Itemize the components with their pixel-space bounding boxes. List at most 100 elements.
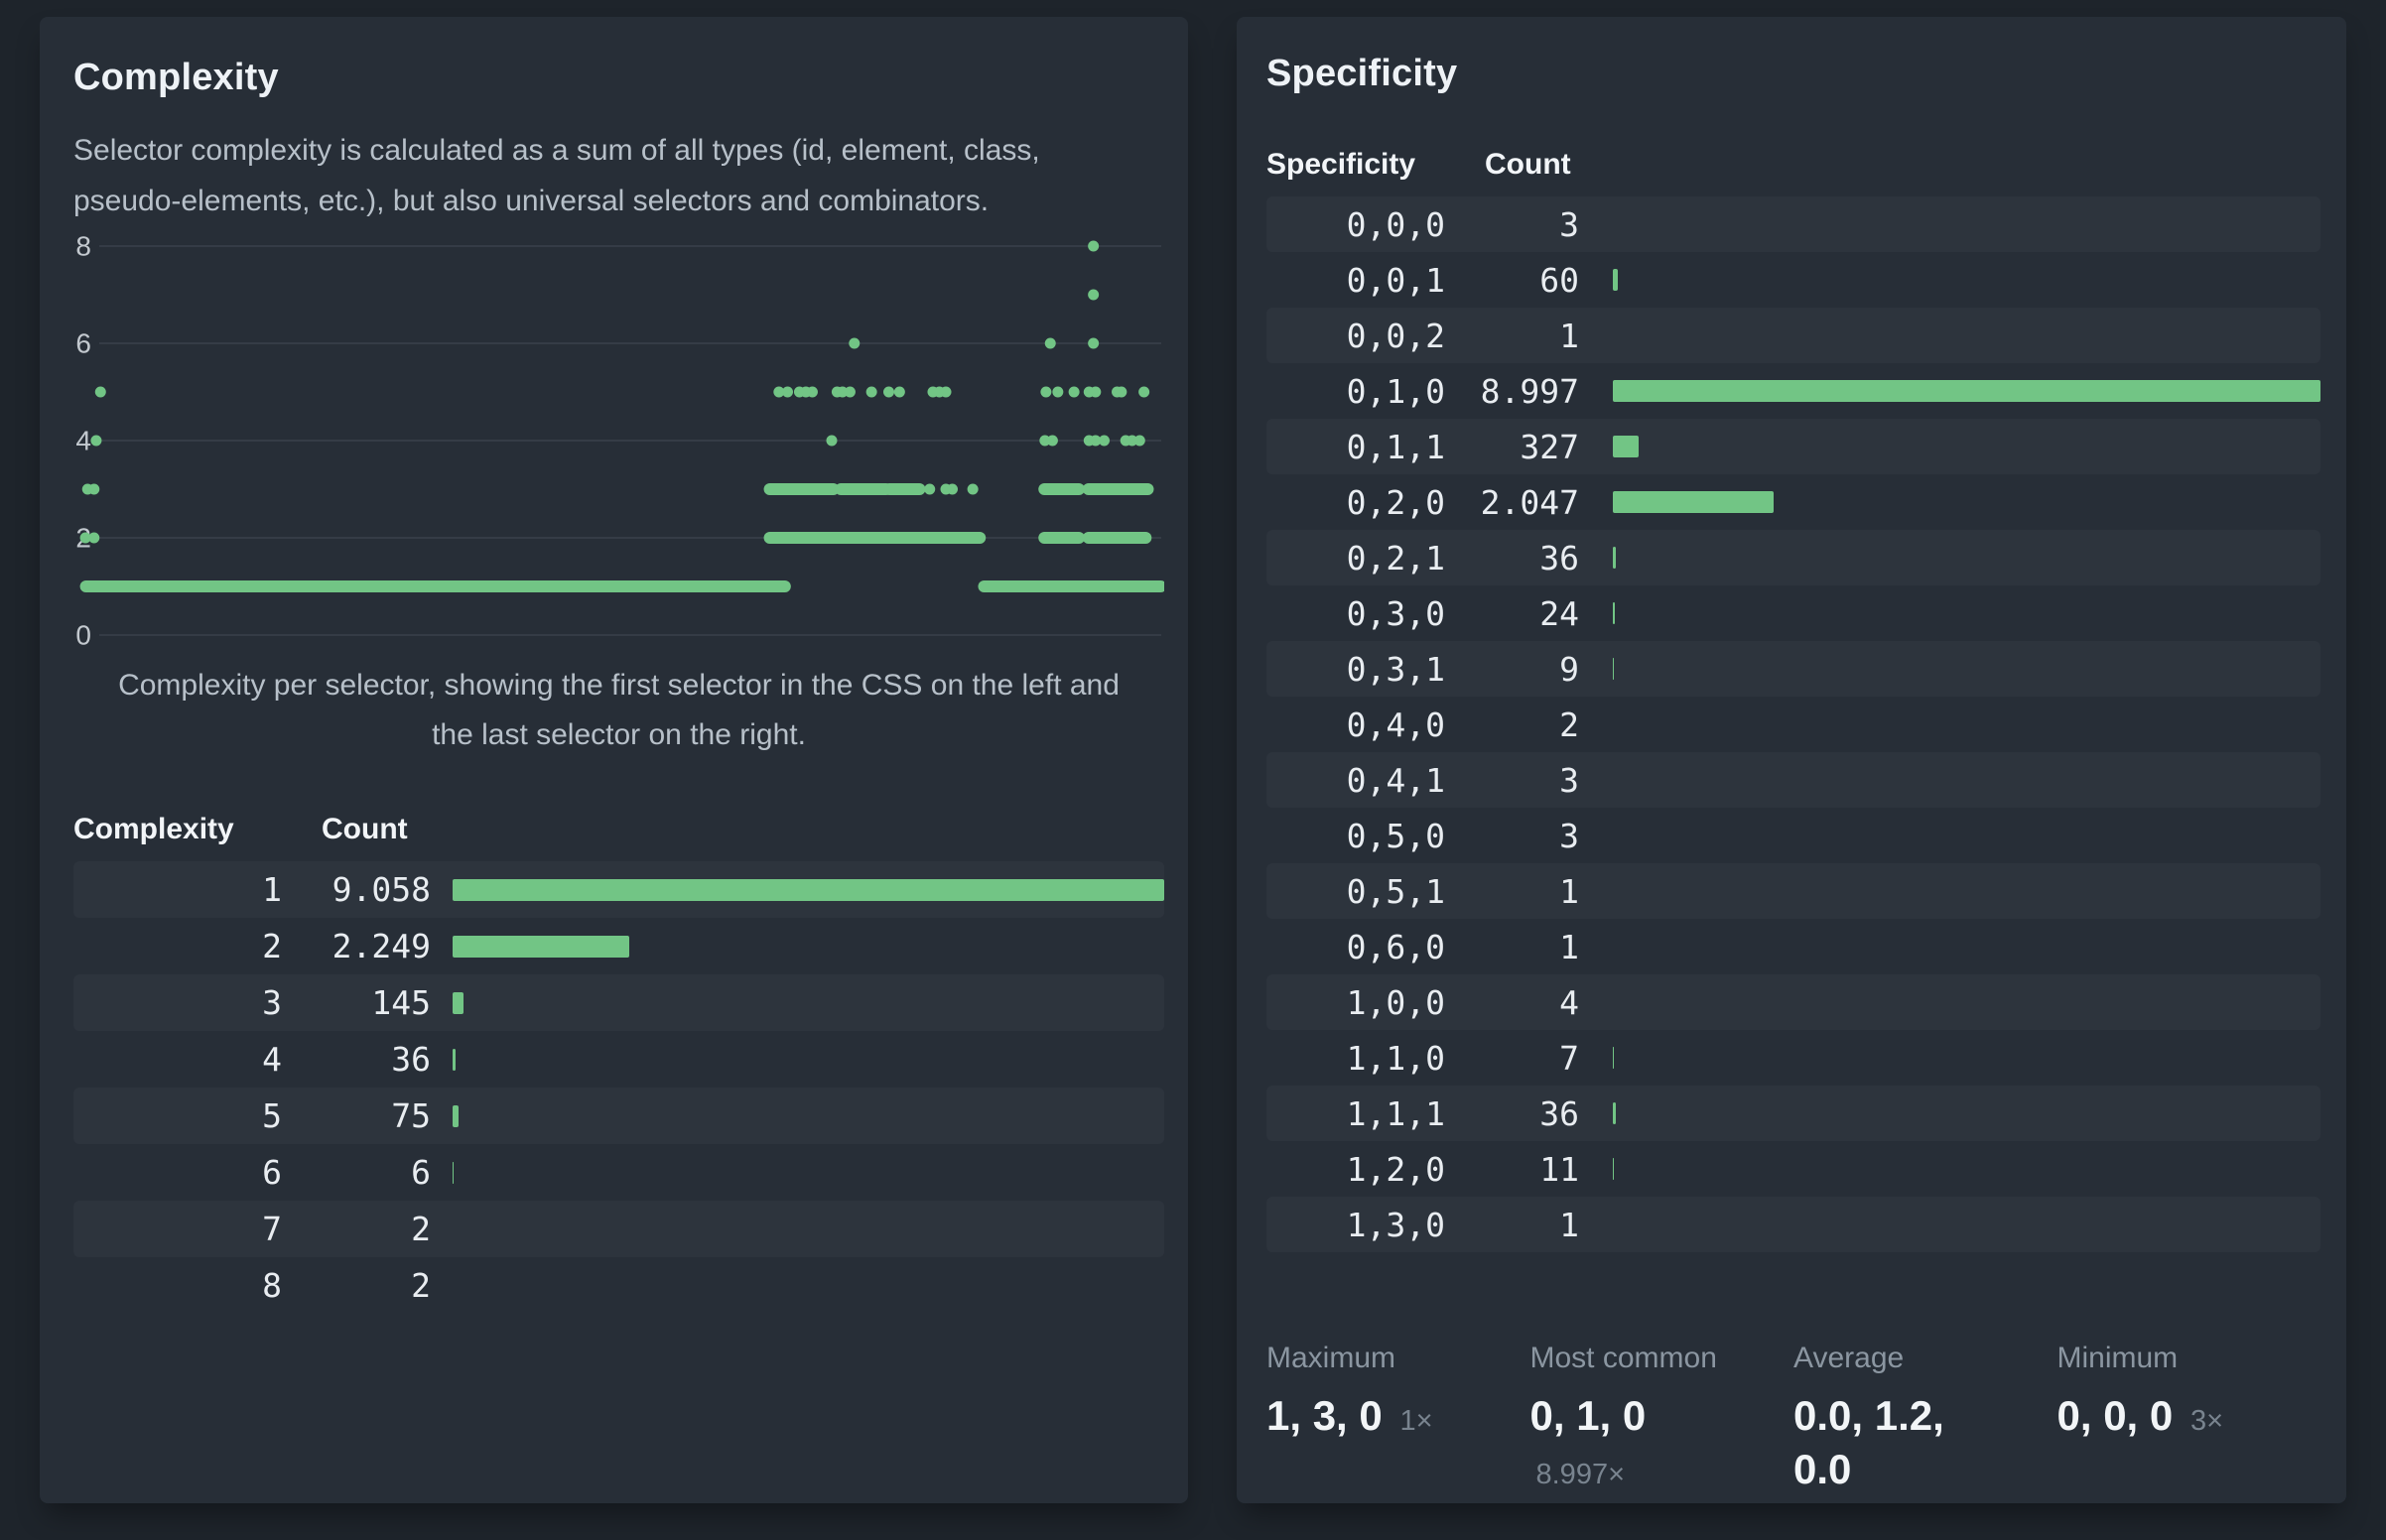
row-count: 2 (411, 1266, 431, 1305)
count-bar-cell (431, 1048, 1164, 1071)
table-row: 5 75 (73, 1088, 1164, 1144)
scatter-dot (882, 386, 894, 398)
row-count: 75 (391, 1096, 431, 1135)
row-count: 36 (1539, 538, 1579, 578)
table-row: 0,0,0 3 (1266, 196, 2320, 252)
row-label: 0,4,0 (1346, 705, 1445, 744)
row-label: 1,1,1 (1346, 1093, 1445, 1133)
count-bar-cell (431, 1104, 1164, 1127)
count-bar-cell (1579, 1158, 2320, 1180)
scatter-dot (940, 386, 952, 398)
stat-multiplier: 1× (1399, 1405, 1433, 1437)
stat-label: Average (1793, 1342, 1905, 1374)
count-bar (453, 878, 1164, 901)
complexity-description: Selector complexity is calculated as a s… (73, 134, 1040, 217)
stat-label: Maximum (1266, 1342, 1396, 1374)
row-count: 4 (1559, 982, 1579, 1022)
scatter-dot (88, 532, 100, 544)
scatter-segment (1038, 483, 1086, 495)
row-count: 2 (1559, 705, 1579, 744)
row-count: 7 (1559, 1038, 1579, 1078)
row-label: 0,3,0 (1346, 593, 1445, 633)
table-row: 2 2.249 (73, 918, 1164, 974)
table-row: 0,5,1 1 (1266, 863, 2320, 919)
row-count: 327 (1520, 427, 1579, 466)
specificity-stats: Maximum 1, 3, 0 1× Most common 0, 1, 0 8.99… (1266, 1342, 2320, 1501)
row-label: 0,5,1 (1346, 871, 1445, 911)
row-label: 0,5,0 (1346, 816, 1445, 855)
scatter-dot (806, 386, 818, 398)
row-count: 3 (1559, 204, 1579, 244)
specificity-panel: Specificity Specificity Count 0,0,0 3 0,0,… (1237, 17, 2346, 1503)
count-bar (1613, 436, 1639, 457)
count-bar-cell (1579, 380, 2320, 402)
row-count: 2 (411, 1210, 431, 1248)
scatter-dot (967, 483, 979, 495)
table-row: 4 36 (73, 1031, 1164, 1088)
count-bar-cell (431, 935, 1164, 958)
scatter-dot (1046, 435, 1058, 447)
table-row: 0,3,1 9 (1266, 641, 2320, 697)
table-row: 0,0,1 60 (1266, 252, 2320, 308)
complexity-table: Complexity Count 1 9.058 2 2.249 3 145 4 36 5 75 6… (73, 800, 1164, 1314)
scatter-segment (1038, 532, 1086, 544)
y-tick-label: 6 (75, 328, 91, 359)
count-bar-cell (1579, 1102, 2320, 1124)
complexity-panel: Complexity Selector complexity is calcul… (40, 17, 1188, 1503)
row-label: 8 (262, 1266, 282, 1305)
complexity-title: Complexity (73, 57, 279, 98)
scatter-segment (835, 483, 892, 495)
scatter-dot (849, 337, 861, 349)
row-count: 3 (1559, 816, 1579, 855)
scatter-dot (826, 435, 838, 447)
row-label: 4 (262, 1040, 282, 1079)
scatter-dot (1088, 240, 1100, 252)
row-label: 0,1,1 (1346, 427, 1445, 466)
row-label: 5 (262, 1096, 282, 1135)
row-count: 2.047 (1480, 482, 1579, 522)
scatter-dot (1090, 435, 1102, 447)
row-count: 3 (1559, 760, 1579, 800)
row-count: 9 (1559, 649, 1579, 689)
table-row: 1,1,1 36 (1266, 1086, 2320, 1141)
scatter-dot (1088, 289, 1100, 301)
scatter-dot (837, 386, 849, 398)
stat-maximum: Maximum 1, 3, 0 1× (1266, 1342, 1530, 1501)
row-label: 0,6,0 (1346, 927, 1445, 966)
scatter-dot (1068, 386, 1080, 398)
row-count: 1 (1559, 1205, 1579, 1244)
scatter-dot (1052, 386, 1064, 398)
count-bar (453, 991, 464, 1014)
row-label: 0,1,0 (1346, 371, 1445, 411)
y-tick-label: 4 (75, 426, 91, 456)
stat-minimum: Minimum 0, 0, 0 3× (2057, 1342, 2321, 1501)
scatter-dot (1116, 386, 1127, 398)
scatter-dot (90, 435, 102, 447)
count-bar (453, 935, 630, 958)
scatter-dot (1090, 386, 1102, 398)
specificity-table: Specificity Count 0,0,0 3 0,0,1 60 0,0,2 1 0,1… (1266, 135, 2320, 1252)
scatter-dot (844, 386, 856, 398)
scatter-dot (1039, 435, 1051, 447)
row-count: 1 (1559, 316, 1579, 355)
scatter-dot (893, 386, 905, 398)
row-label: 3 (262, 983, 282, 1022)
table-row: 1,2,0 11 (1266, 1141, 2320, 1197)
table-row: 0,6,0 1 (1266, 919, 2320, 974)
table-row: 0,3,0 24 (1266, 585, 2320, 641)
table-row: 1,0,0 4 (1266, 974, 2320, 1030)
count-bar (1613, 269, 1618, 291)
complexity-chart-caption: Complexity per selector, showing the fir… (118, 669, 1120, 751)
table-row: 1,1,0 7 (1266, 1030, 2320, 1086)
count-bar-cell (1579, 547, 2320, 569)
count-bar (1613, 1047, 1614, 1069)
row-count: 9.058 (331, 870, 431, 909)
scatter-dot (773, 386, 785, 398)
row-count: 1 (1559, 927, 1579, 966)
table-row: 1,3,0 1 (1266, 1197, 2320, 1252)
table-row: 0,2,0 2.047 (1266, 474, 2320, 530)
count-bar (1613, 602, 1615, 624)
